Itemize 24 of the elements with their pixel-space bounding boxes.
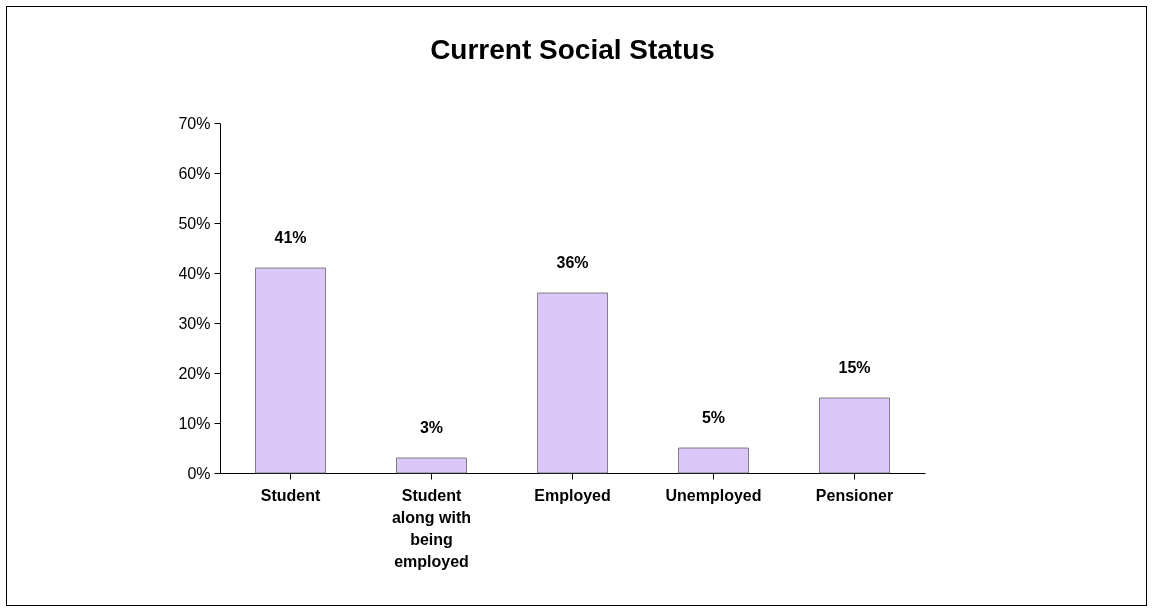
x-tick-label: Pensioner	[815, 486, 894, 504]
y-tick-label: 20%	[178, 364, 211, 382]
data-label: 36%	[556, 254, 589, 271]
bar	[537, 292, 608, 474]
bar	[678, 447, 749, 474]
chart-title: Current Social Status	[430, 34, 715, 65]
y-tick-label: 50%	[178, 214, 211, 232]
y-tick-label: 0%	[187, 464, 211, 482]
data-label: 41%	[274, 229, 307, 246]
x-tick-label: Student along with being employed	[391, 486, 472, 570]
x-tick-label: Student	[260, 486, 321, 504]
y-tick-label: 70%	[178, 114, 211, 132]
y-tick-label: 40%	[178, 264, 211, 282]
bar	[255, 267, 326, 474]
data-label: 3%	[419, 419, 444, 436]
bar	[396, 457, 467, 474]
data-label: 15%	[838, 359, 871, 376]
y-tick-label: 30%	[178, 314, 211, 332]
y-tick-label: 60%	[178, 164, 211, 182]
x-tick-label: Employed	[534, 486, 611, 504]
data-label: 5%	[701, 409, 726, 426]
bar	[819, 397, 890, 474]
y-tick-label: 10%	[178, 414, 211, 432]
x-tick-label: Unemployed	[665, 486, 762, 504]
